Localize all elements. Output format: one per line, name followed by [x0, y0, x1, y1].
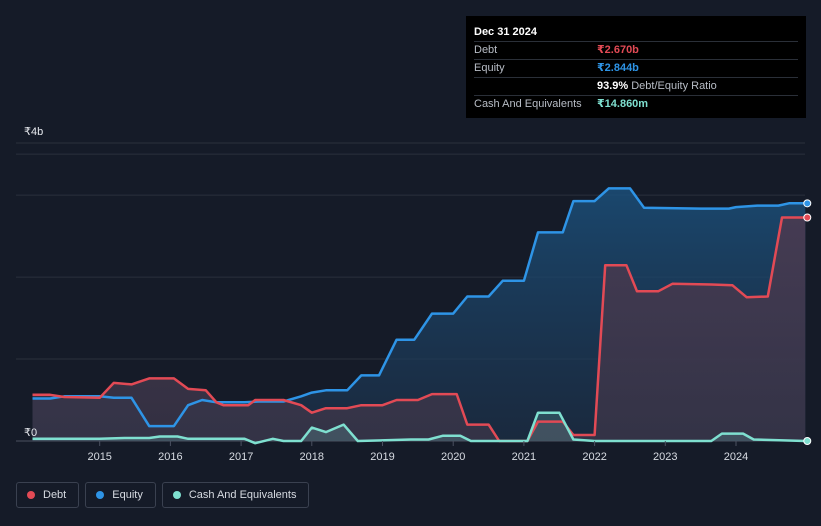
- tooltip-ratio-label: Debt/Equity Ratio: [631, 80, 717, 92]
- tooltip-label: [474, 78, 597, 95]
- x-tick-label: 2016: [158, 451, 182, 463]
- tooltip-value: ₹2.670b: [597, 44, 639, 56]
- series-endpoint-debt: [803, 213, 812, 222]
- x-tick-label: 2015: [87, 451, 111, 463]
- x-tick-label: 2018: [300, 451, 324, 463]
- tooltip-row-cash: Cash And Equivalents ₹14.860m: [474, 95, 798, 113]
- series-area-cash-and-equivalents: [32, 412, 806, 444]
- tooltip-label: Equity: [474, 62, 505, 74]
- x-axis-ticks: 2015 2016 2017 2018 2019 2020 2021 2022 2023 2024: [87, 441, 748, 463]
- hover-tooltip: Dec 31 2024 Debt ₹2.670b Equity ₹2.844b …: [466, 16, 806, 118]
- tooltip-row-ratio: 93.9% Debt/Equity Ratio: [474, 77, 798, 95]
- x-tick-label: 2024: [724, 451, 748, 463]
- tooltip-date: Dec 31 2024: [474, 26, 537, 38]
- x-tick-label: 2019: [370, 451, 394, 463]
- tooltip-label: Debt: [474, 44, 498, 56]
- series-areas: [32, 188, 806, 444]
- tooltip-row-debt: Debt ₹2.670b: [474, 41, 798, 59]
- x-tick-label: 2017: [229, 451, 253, 463]
- series-line-debt: [32, 216, 806, 443]
- tooltip-row-equity: Equity ₹2.844b: [474, 59, 798, 77]
- tooltip-label: Cash And Equivalents: [474, 98, 582, 110]
- series-endpoint-cash-and-equivalents: [803, 437, 812, 445]
- legend-label: Debt: [43, 489, 67, 501]
- x-tick-label: 2021: [512, 451, 536, 463]
- series-line-equity: [32, 187, 806, 428]
- y-axis-top-label: ₹4b: [24, 126, 43, 138]
- debt-dot-icon: [27, 491, 35, 499]
- x-tick-label: 2022: [582, 451, 606, 463]
- x-tick-label: 2020: [441, 451, 465, 463]
- tooltip-value: ₹14.860m: [597, 98, 649, 110]
- chart-legend: Debt Equity Cash And Equivalents: [16, 482, 310, 508]
- legend-item-equity[interactable]: Equity: [85, 482, 156, 508]
- legend-label: Cash And Equivalents: [188, 489, 297, 501]
- series-endpoint-equity: [803, 199, 812, 208]
- tooltip-value: 93.9%: [597, 80, 629, 92]
- legend-label: Equity: [112, 489, 143, 501]
- x-tick-label: 2023: [653, 451, 677, 463]
- y-axis-bottom-label: ₹0: [24, 427, 37, 439]
- cash-dot-icon: [172, 491, 181, 499]
- tooltip-value: ₹2.844b: [597, 62, 639, 74]
- legend-item-debt[interactable]: Debt: [16, 482, 80, 508]
- legend-item-cash[interactable]: Cash And Equivalents: [161, 482, 310, 508]
- series-area-debt: [32, 217, 806, 441]
- equity-dot-icon: [96, 491, 105, 499]
- series-endpoints: [803, 199, 812, 445]
